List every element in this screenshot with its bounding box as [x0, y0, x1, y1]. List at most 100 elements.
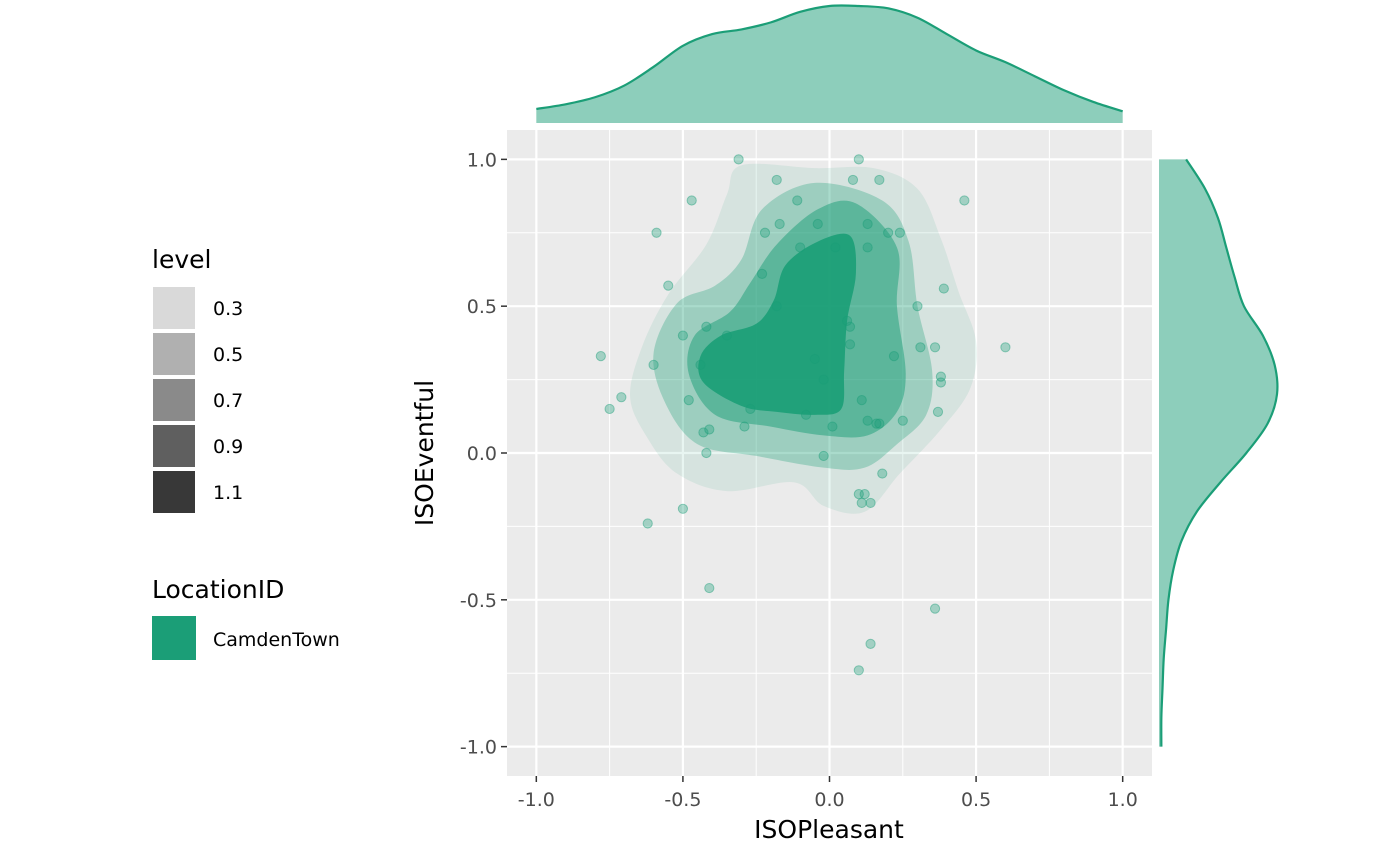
- y-tick-label: -1.0: [460, 737, 497, 759]
- x-tick-label: 0.5: [961, 789, 991, 811]
- legend-level-label: 1.1: [213, 482, 243, 504]
- scatter-point: [771, 174, 782, 186]
- scatter-point: [1000, 342, 1011, 353]
- scatter-point: [616, 392, 627, 403]
- scatter-point: [844, 321, 856, 332]
- scatter-point: [929, 603, 941, 614]
- scatter-point: [888, 351, 900, 362]
- scatter-points: [595, 154, 1011, 676]
- scatter-point: [894, 227, 905, 238]
- scatter-point: [648, 359, 659, 371]
- scatter-point: [912, 301, 923, 312]
- scatter-point: [721, 330, 732, 341]
- scatter-point: [677, 330, 689, 341]
- legend-location-label: CamdenTown: [213, 629, 340, 651]
- marginal-density-right: [1159, 159, 1278, 747]
- scatter-point: [792, 195, 803, 206]
- scatter-point: [774, 218, 785, 230]
- scatter-point: [756, 268, 768, 279]
- marginal-top-outline: [536, 4, 1124, 113]
- scatter-point: [809, 353, 820, 365]
- scatter-point: [935, 377, 947, 388]
- x-axis-ticks: -1.0 -0.5 0.0 0.5 1.0: [518, 776, 1138, 811]
- legend-location: LocationID CamdenTown: [152, 575, 340, 660]
- scatter-point: [844, 339, 856, 350]
- legend-level-swatch: [151, 469, 197, 515]
- scatter-point: [818, 450, 829, 462]
- legend-level-swatch: [151, 423, 197, 469]
- scatter-point: [739, 421, 750, 432]
- scatter-point: [897, 415, 908, 426]
- scatter-point: [877, 468, 888, 479]
- scatter-point: [701, 447, 712, 459]
- legend-level-label: 0.7: [213, 390, 243, 412]
- legend-level-label: 0.9: [213, 436, 243, 458]
- y-tick-label: 0.0: [467, 443, 497, 465]
- x-tick-label: 0.0: [814, 789, 844, 811]
- scatter-point: [677, 503, 689, 514]
- y-axis-ticks: -1.0 -0.5 0.0 0.5 1.0: [460, 149, 507, 759]
- scatter-point: [745, 403, 756, 415]
- scatter-point: [683, 395, 694, 406]
- density-contour-1-1: [698, 233, 857, 415]
- scatter-point: [704, 424, 715, 435]
- legend-level-label: 0.5: [213, 344, 243, 366]
- x-axis-title: ISOPleasant: [754, 815, 904, 844]
- scatter-point: [733, 154, 744, 165]
- legend-location-swatch: [152, 616, 196, 660]
- x-tick-label: -0.5: [664, 789, 701, 811]
- scatter-point: [862, 415, 873, 426]
- y-tick-label: 0.5: [467, 296, 497, 318]
- scatter-point: [959, 195, 970, 206]
- marginal-right-outline: [1160, 158, 1279, 747]
- scatter-point: [929, 342, 941, 353]
- scatter-point: [642, 518, 653, 529]
- legend-level-swatch: [151, 285, 197, 331]
- scatter-point: [651, 227, 662, 238]
- scatter-point: [856, 497, 867, 509]
- legend-location-title: LocationID: [152, 575, 284, 604]
- scatter-point: [935, 371, 947, 382]
- scatter-point: [686, 195, 697, 206]
- scatter-point: [704, 582, 715, 594]
- legend-level-title: level: [152, 245, 211, 274]
- scatter-point: [695, 359, 706, 371]
- scatter-point: [800, 409, 812, 420]
- y-axis-title: ISOEventful: [410, 380, 439, 526]
- scatter-point: [830, 242, 841, 253]
- scatter-point: [883, 227, 894, 238]
- scatter-point: [663, 280, 674, 291]
- x-tick-label: 1.0: [1108, 789, 1138, 811]
- scatter-point: [698, 427, 709, 438]
- scatter-point: [856, 395, 867, 406]
- scatter-point: [932, 406, 944, 417]
- legend-level-swatch: [151, 331, 197, 377]
- legend-level-swatch: [151, 377, 197, 423]
- scatter-point: [853, 665, 864, 676]
- scatter-point: [871, 418, 882, 429]
- scatter-point: [595, 351, 606, 362]
- scatter-point: [862, 218, 873, 230]
- scatter-point: [853, 489, 864, 500]
- scatter-point: [701, 321, 712, 332]
- scatter-point: [604, 403, 615, 415]
- scatter-point: [853, 154, 864, 165]
- scatter-point: [915, 342, 926, 353]
- y-tick-label: 1.0: [467, 149, 497, 171]
- x-tick-label: -1.0: [518, 789, 555, 811]
- legend-level-label: 0.3: [213, 298, 243, 320]
- scatter-point: [874, 174, 885, 186]
- scatter-point: [874, 418, 885, 429]
- scatter-point: [847, 174, 859, 186]
- density-contours: [630, 163, 977, 514]
- scatter-point: [865, 497, 876, 509]
- scatter-point: [818, 374, 829, 385]
- scatter-point: [771, 301, 782, 312]
- scatter-point: [795, 242, 806, 253]
- scatter-point: [841, 315, 853, 326]
- scatter-point: [862, 242, 873, 253]
- y-tick-label: -0.5: [460, 590, 497, 612]
- scatter-point: [812, 218, 823, 230]
- scatter-point: [827, 421, 838, 432]
